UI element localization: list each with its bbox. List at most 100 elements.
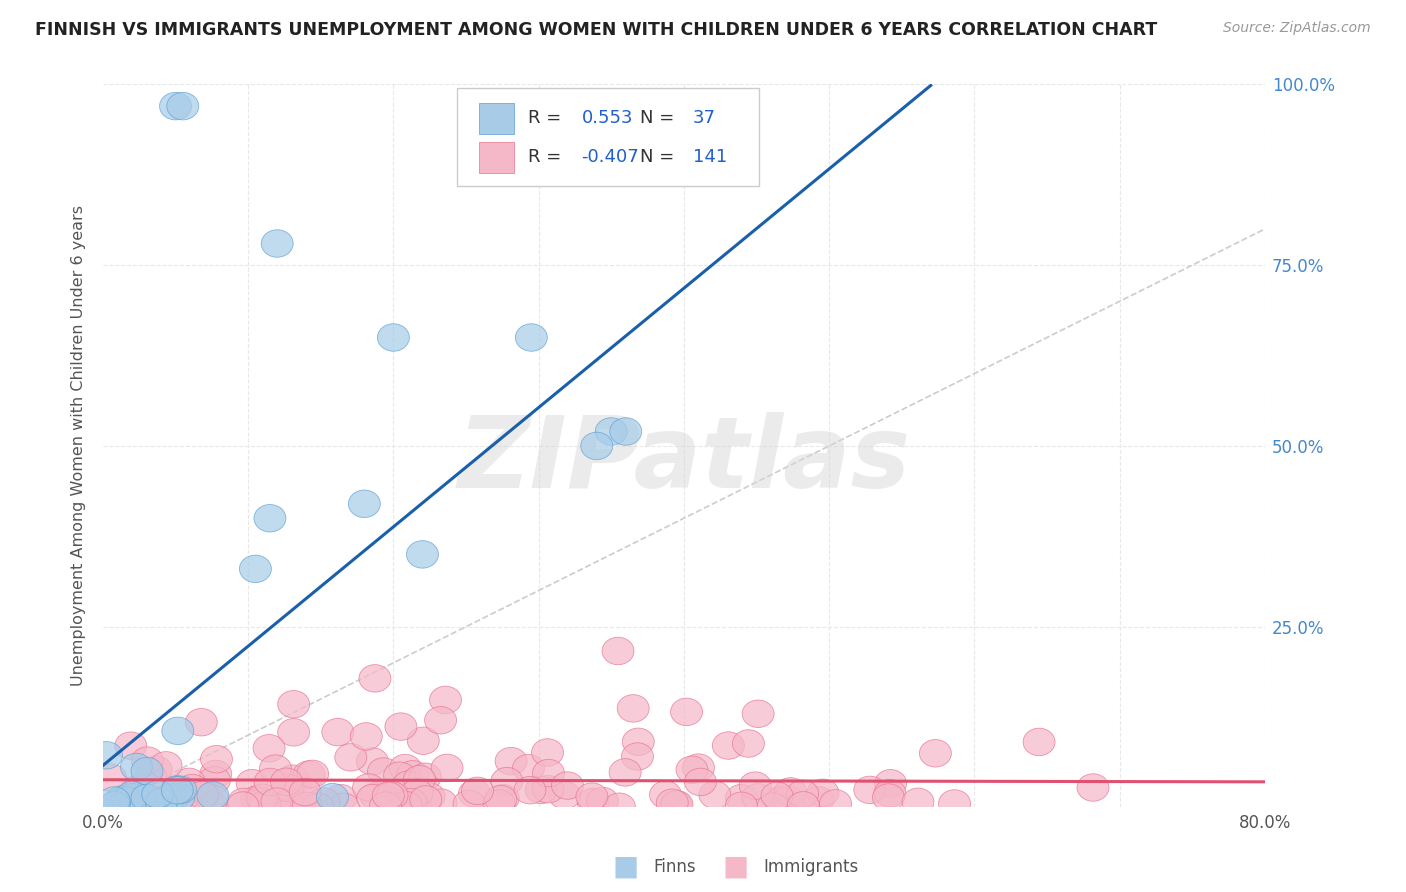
Ellipse shape xyxy=(115,784,148,811)
Ellipse shape xyxy=(576,789,609,815)
Ellipse shape xyxy=(243,788,276,814)
Ellipse shape xyxy=(316,783,349,811)
Ellipse shape xyxy=(395,789,427,816)
Ellipse shape xyxy=(197,781,229,809)
Ellipse shape xyxy=(581,433,613,459)
FancyBboxPatch shape xyxy=(457,88,759,186)
Ellipse shape xyxy=(101,789,134,816)
Ellipse shape xyxy=(277,690,309,718)
Ellipse shape xyxy=(384,762,416,789)
Ellipse shape xyxy=(676,756,709,783)
Ellipse shape xyxy=(145,789,177,816)
Ellipse shape xyxy=(160,776,193,803)
Ellipse shape xyxy=(603,793,636,821)
Ellipse shape xyxy=(903,788,934,815)
Ellipse shape xyxy=(121,776,152,804)
Ellipse shape xyxy=(409,763,441,790)
Ellipse shape xyxy=(367,758,399,785)
Ellipse shape xyxy=(159,93,191,120)
Ellipse shape xyxy=(131,784,163,812)
Ellipse shape xyxy=(699,781,731,808)
Ellipse shape xyxy=(308,788,340,815)
Ellipse shape xyxy=(875,780,905,807)
Ellipse shape xyxy=(370,792,402,820)
Ellipse shape xyxy=(274,788,307,815)
Ellipse shape xyxy=(115,732,146,759)
Ellipse shape xyxy=(531,775,564,803)
Text: -0.407: -0.407 xyxy=(582,148,640,167)
Ellipse shape xyxy=(240,786,273,814)
Ellipse shape xyxy=(142,780,174,808)
Ellipse shape xyxy=(290,784,321,811)
Ellipse shape xyxy=(228,789,260,815)
Ellipse shape xyxy=(200,760,232,788)
Ellipse shape xyxy=(141,756,173,783)
Ellipse shape xyxy=(328,793,360,821)
Ellipse shape xyxy=(121,753,152,780)
Ellipse shape xyxy=(1077,773,1109,801)
Ellipse shape xyxy=(787,791,820,819)
Text: R =: R = xyxy=(529,110,567,128)
Ellipse shape xyxy=(432,754,463,781)
Ellipse shape xyxy=(685,768,717,796)
Ellipse shape xyxy=(335,744,367,771)
Ellipse shape xyxy=(290,792,322,820)
Ellipse shape xyxy=(576,783,607,810)
Ellipse shape xyxy=(533,759,564,787)
Ellipse shape xyxy=(187,781,218,809)
Ellipse shape xyxy=(277,719,309,746)
Ellipse shape xyxy=(271,774,304,802)
Ellipse shape xyxy=(274,792,305,820)
Ellipse shape xyxy=(602,637,634,665)
Ellipse shape xyxy=(247,788,280,815)
Ellipse shape xyxy=(485,786,517,813)
Text: 37: 37 xyxy=(693,110,716,128)
Ellipse shape xyxy=(134,788,166,815)
Ellipse shape xyxy=(621,743,654,771)
Ellipse shape xyxy=(359,665,391,692)
Ellipse shape xyxy=(484,789,515,817)
Ellipse shape xyxy=(548,781,581,809)
Ellipse shape xyxy=(198,766,231,794)
Ellipse shape xyxy=(787,780,818,807)
Ellipse shape xyxy=(551,772,583,799)
Ellipse shape xyxy=(163,784,195,811)
Ellipse shape xyxy=(155,783,186,811)
Ellipse shape xyxy=(401,779,433,806)
Ellipse shape xyxy=(586,788,619,814)
Ellipse shape xyxy=(357,784,388,812)
Ellipse shape xyxy=(389,755,422,781)
Ellipse shape xyxy=(609,759,641,786)
Ellipse shape xyxy=(377,324,409,351)
Text: Finns: Finns xyxy=(654,858,696,876)
Text: ■: ■ xyxy=(723,853,748,881)
Ellipse shape xyxy=(111,787,143,814)
Ellipse shape xyxy=(292,761,325,789)
Ellipse shape xyxy=(120,792,150,820)
Ellipse shape xyxy=(725,792,758,820)
Ellipse shape xyxy=(610,417,641,445)
Ellipse shape xyxy=(90,741,122,769)
Text: Immigrants: Immigrants xyxy=(763,858,859,876)
Ellipse shape xyxy=(246,784,278,812)
Ellipse shape xyxy=(775,778,807,805)
Ellipse shape xyxy=(661,790,693,818)
Ellipse shape xyxy=(162,777,194,804)
Ellipse shape xyxy=(526,776,557,804)
Ellipse shape xyxy=(373,782,405,810)
Ellipse shape xyxy=(226,792,259,819)
Ellipse shape xyxy=(197,792,228,819)
Ellipse shape xyxy=(617,695,650,723)
Text: FINNISH VS IMMIGRANTS UNEMPLOYMENT AMONG WOMEN WITH CHILDREN UNDER 6 YEARS CORRE: FINNISH VS IMMIGRANTS UNEMPLOYMENT AMONG… xyxy=(35,21,1157,38)
FancyBboxPatch shape xyxy=(479,103,515,135)
Ellipse shape xyxy=(595,417,627,445)
Text: ■: ■ xyxy=(613,853,638,881)
Ellipse shape xyxy=(262,788,292,815)
Ellipse shape xyxy=(425,789,457,816)
Y-axis label: Unemployment Among Women with Children Under 6 years: Unemployment Among Women with Children U… xyxy=(72,205,86,687)
Ellipse shape xyxy=(162,717,194,745)
Ellipse shape xyxy=(277,765,308,792)
Ellipse shape xyxy=(725,784,758,812)
Ellipse shape xyxy=(491,767,523,795)
Ellipse shape xyxy=(495,747,527,775)
